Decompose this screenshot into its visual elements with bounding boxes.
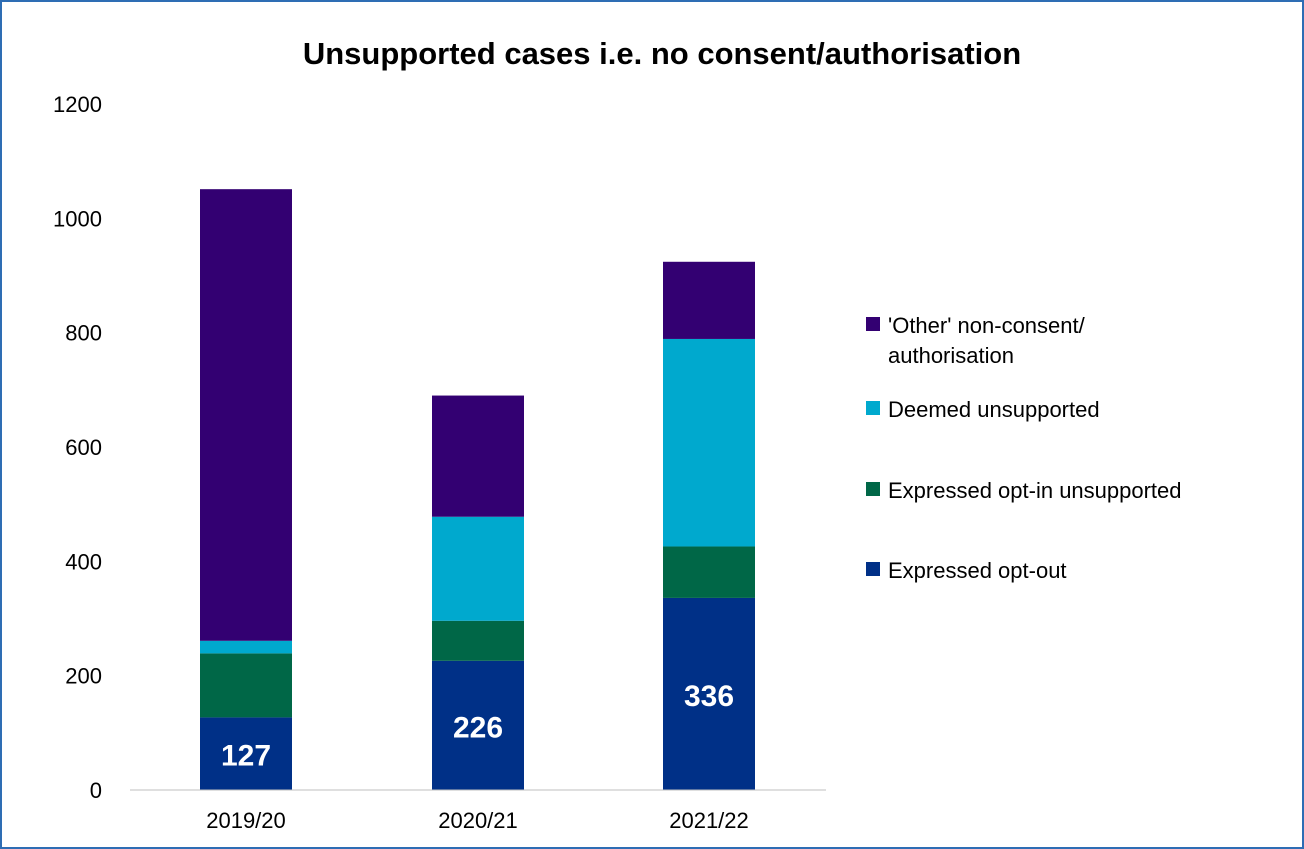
bar-segment (432, 395, 524, 517)
bars (200, 189, 755, 790)
y-axis: 0 200 400 600 800 1000 1200 (53, 92, 102, 803)
y-tick-label: 200 (65, 664, 102, 689)
bar-segment (200, 653, 292, 718)
chart-title: Unsupported cases i.e. no consent/author… (303, 36, 1021, 71)
x-tick-label: 2020/21 (438, 808, 518, 833)
y-tick-label: 800 (65, 321, 102, 346)
y-tick-label: 1000 (53, 206, 102, 231)
bar-segment (663, 546, 755, 598)
x-tick-label: 2021/22 (669, 808, 749, 833)
bar-segment (200, 640, 292, 654)
bar-segment (200, 189, 292, 641)
legend-swatch (866, 317, 880, 331)
bar-segment (432, 516, 524, 621)
y-tick-label: 1200 (53, 92, 102, 117)
bar-segment (432, 660, 524, 790)
x-tick-label: 2019/20 (206, 808, 286, 833)
legend-label: 'Other' non-consent/ (888, 313, 1086, 338)
bar-segment (432, 620, 524, 661)
legend-swatch (866, 401, 880, 415)
legend-label: authorisation (888, 343, 1014, 368)
legend: 'Other' non-consent/authorisation Deemed … (866, 313, 1182, 583)
y-tick-label: 600 (65, 435, 102, 460)
legend-label: Expressed opt-in unsupported (888, 478, 1182, 503)
data-label: 336 (684, 680, 734, 713)
legend-swatch (866, 482, 880, 496)
data-labels: 127 226 336 (221, 680, 734, 773)
legend-label: Expressed opt-out (888, 558, 1067, 583)
legend-swatch (866, 562, 880, 576)
data-label: 127 (221, 740, 271, 773)
data-label: 226 (453, 711, 503, 744)
bar-segment (200, 717, 292, 790)
legend-label: Deemed unsupported (888, 397, 1100, 422)
y-tick-label: 0 (90, 778, 102, 803)
y-tick-label: 400 (65, 549, 102, 574)
x-axis: 2019/20 2020/21 2021/22 (206, 808, 749, 833)
bar-segment (663, 338, 755, 547)
bar-segment (663, 597, 755, 790)
bar-segment (663, 261, 755, 339)
